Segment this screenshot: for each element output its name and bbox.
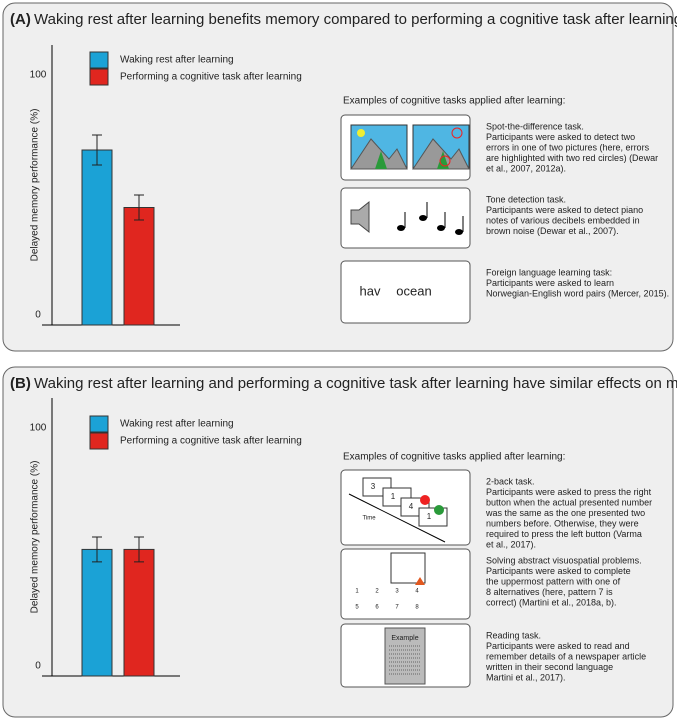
example-text: the uppermost pattern with one of <box>486 576 621 586</box>
icon <box>451 127 463 139</box>
icon <box>390 552 426 584</box>
icon-text: 3 <box>395 589 399 595</box>
example-text: notes of various decibels embedded in <box>486 215 640 225</box>
legend-swatch <box>89 68 109 86</box>
error-bar <box>92 536 102 563</box>
y-tick-label: 0 <box>35 310 41 321</box>
example-text: Participants were asked to detect piano <box>486 205 643 215</box>
icon <box>357 129 365 137</box>
icon <box>350 138 408 170</box>
legend-label: Waking rest after learning <box>120 419 234 430</box>
example-text: Foreign language learning task: <box>486 267 612 277</box>
icon-text: 6 <box>375 605 379 611</box>
bar <box>123 548 155 677</box>
legend-swatch <box>89 51 109 69</box>
legend-label: Performing a cognitive task after learni… <box>120 436 302 447</box>
bar <box>123 207 155 326</box>
example-text: Norwegian-English word pairs (Mercer, 20… <box>486 288 669 298</box>
icon <box>415 577 425 585</box>
example-text: Participants were asked to complete <box>486 566 631 576</box>
example-text: numbers before. Otherwise, they were <box>486 518 639 528</box>
example-text: written in their second language <box>485 662 613 672</box>
icon-text: ocean <box>396 283 431 298</box>
panel-b <box>2 366 674 718</box>
panel-label: (B) <box>10 375 31 392</box>
example-text: correct) (Martini et al., 2018a, b). <box>486 597 617 607</box>
example-text: was the same as the one presented two <box>485 508 645 518</box>
icon-text: 1 <box>391 492 396 501</box>
example-text: button when the actual presented number <box>486 497 652 507</box>
legend-label: Waking rest after learning <box>120 55 234 66</box>
example-text: required to press the left button (Varma <box>486 529 642 539</box>
icon-text: 2 <box>375 589 379 595</box>
icon <box>437 225 445 231</box>
icon <box>412 138 470 170</box>
example-box <box>340 260 471 324</box>
y-tick-label: 100 <box>30 422 47 433</box>
y-tick-label: 0 <box>35 661 41 672</box>
chart-title: Waking rest after learning and performin… <box>34 375 677 392</box>
icon-text: 7 <box>395 605 399 611</box>
examples-heading: Examples of cognitive tasks applied afte… <box>343 96 565 107</box>
icon-text: 1 <box>427 512 432 521</box>
icon <box>437 151 449 169</box>
example-text: Tone detection task. <box>486 194 566 204</box>
icon <box>350 200 370 234</box>
legend-label: Performing a cognitive task after learni… <box>120 72 302 83</box>
example-text: Participants were asked to press the rig… <box>486 487 652 497</box>
example-text: Spot-the-difference task. <box>486 121 584 131</box>
example-text: remember details of a newspaper article <box>486 651 646 661</box>
example-text: et al., 2017). <box>486 539 536 549</box>
error-bar <box>134 194 144 221</box>
legend-swatch <box>89 432 109 450</box>
panel-a <box>2 2 674 352</box>
icon-text: Time <box>362 516 376 522</box>
icon-text: hav <box>360 283 381 298</box>
icon-text: 3 <box>371 482 376 491</box>
example-text: errors in one of two pictures (here, err… <box>486 142 650 152</box>
icon-text: 5 <box>355 605 359 611</box>
examples-heading: Examples of cognitive tasks applied afte… <box>343 452 565 463</box>
icon-text: 4 <box>409 502 414 511</box>
icon <box>439 155 451 167</box>
example-text: Participants were asked to detect two <box>486 132 635 142</box>
icon-text: 1 <box>355 589 359 595</box>
example-text: 2-back task. <box>486 476 535 486</box>
bar <box>81 149 113 326</box>
example-text: Participants were asked to learn <box>486 278 614 288</box>
example-text: are highlighted with two red circles) (D… <box>486 153 658 163</box>
bar <box>81 548 113 677</box>
icon-text: 4 <box>415 589 419 595</box>
y-axis-label: Delayed memory performance (%) <box>30 109 41 262</box>
icon <box>384 627 426 685</box>
icon <box>434 505 444 515</box>
y-axis-label: Delayed memory performance (%) <box>30 461 41 614</box>
icon-text: 8 <box>415 605 419 611</box>
icon <box>419 215 427 221</box>
icon <box>420 495 430 505</box>
icon <box>455 229 463 235</box>
example-text: Participants were asked to read and <box>486 641 630 651</box>
chart-title: Waking rest after learning benefits memo… <box>34 11 677 28</box>
error-bar <box>134 536 144 563</box>
example-text: Martini et al., 2017). <box>486 672 566 682</box>
legend-swatch <box>89 415 109 433</box>
example-text: 8 alternatives (here, pattern 7 is <box>486 587 613 597</box>
example-text: Reading task. <box>486 630 541 640</box>
icon <box>348 493 446 543</box>
icon <box>375 151 387 169</box>
example-text: brown noise (Dewar et al., 2007). <box>486 226 619 236</box>
panel-label: (A) <box>10 11 31 28</box>
y-tick-label: 100 <box>30 70 47 81</box>
example-box <box>340 548 471 620</box>
error-bar <box>92 134 102 166</box>
example-text: et al., 2007, 2012a). <box>486 163 566 173</box>
example-text: Solving abstract visuospatial problems. <box>486 555 642 565</box>
icon-text: Example <box>391 635 418 642</box>
icon <box>397 225 405 231</box>
